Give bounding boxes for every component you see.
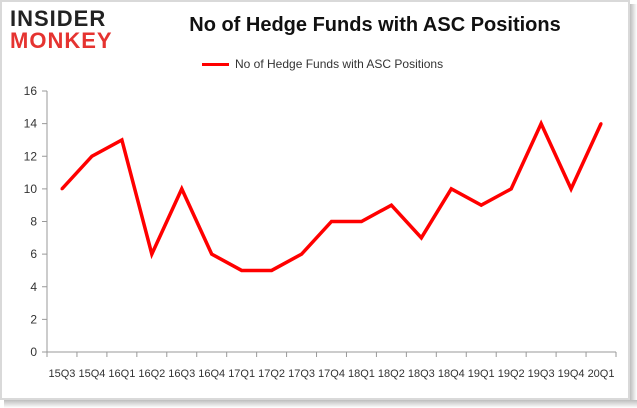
x-tick-label: 18Q3 [408,368,435,380]
legend-swatch [202,62,229,66]
x-tick-label: 16Q2 [138,368,165,380]
y-tick-label: 16 [24,84,38,98]
logo-line-1: INSIDER [10,6,107,31]
frame-shadow-right [630,4,637,408]
chart-legend: No of Hedge Funds with ASC Positions [202,55,443,73]
data-point [539,122,543,126]
data-point [60,187,64,191]
x-tick-label: 20Q1 [588,368,615,380]
data-point [569,187,573,191]
data-point [120,138,124,142]
data-point [359,220,363,223]
data-point [150,252,154,256]
y-tick-label: 12 [24,149,38,163]
data-point [90,154,94,158]
data-point [509,187,513,191]
x-tick-label: 17Q1 [228,368,255,380]
x-tick-label: 15Q4 [78,368,105,380]
data-point [479,203,483,207]
x-tick-label: 18Q4 [438,368,465,380]
data-point [300,252,304,256]
data-point [330,220,333,223]
data-point [270,268,274,272]
frame-shadow-bottom [4,400,637,408]
data-point [419,236,423,240]
data-point [210,252,214,256]
data-point [389,203,393,207]
y-axis-ticks: 0 2 4 6 8 10 12 14 16 [24,84,47,359]
data-point [599,122,603,126]
x-tick-label: 18Q1 [348,368,375,380]
series-layer [60,119,603,273]
x-tick-label: 19Q1 [468,368,495,380]
x-tick-label: 17Q3 [288,368,315,380]
x-tick-label: 18Q2 [378,368,405,380]
x-axis-ticks: 15Q3 15Q4 16Q1 16Q2 16Q3 16Q4 17Q1 17Q2 17Q3 17Q4… [46,352,617,380]
data-point [449,187,453,191]
x-tick-label: 19Q4 [558,368,585,380]
legend-label: No of Hedge Funds with ASC Positions [235,57,444,71]
data-point [240,268,244,272]
series-line [60,119,603,273]
y-tick-label: 6 [30,247,37,261]
logo-line-2: MONKEY [10,28,113,53]
x-tick-label: 17Q4 [318,368,345,380]
y-tick-label: 0 [30,345,37,359]
y-tick-label: 10 [24,182,38,196]
x-tick-label: 16Q3 [168,368,195,380]
x-tick-label: 15Q3 [49,368,76,380]
chart-title: No of Hedge Funds with ASC Positions [189,14,561,36]
chart-frame [0,0,630,400]
x-tick-label: 19Q3 [528,368,555,380]
x-tick-label: 19Q2 [498,368,525,380]
data-point [180,187,184,191]
x-tick-label: 16Q4 [198,368,225,380]
insider-monkey-logo: INSIDER MONKEY [10,8,118,54]
y-tick-label: 2 [30,312,37,326]
y-tick-label: 14 [24,117,38,131]
x-tick-label: 17Q2 [258,368,285,380]
x-tick-label: 16Q1 [108,368,135,380]
y-tick-label: 4 [30,280,37,294]
y-tick-label: 8 [30,215,37,229]
